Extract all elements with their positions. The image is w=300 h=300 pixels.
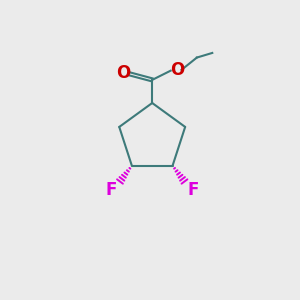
Text: O: O bbox=[170, 61, 184, 79]
Text: F: F bbox=[105, 181, 117, 199]
Text: F: F bbox=[188, 181, 199, 199]
Text: O: O bbox=[117, 64, 131, 82]
